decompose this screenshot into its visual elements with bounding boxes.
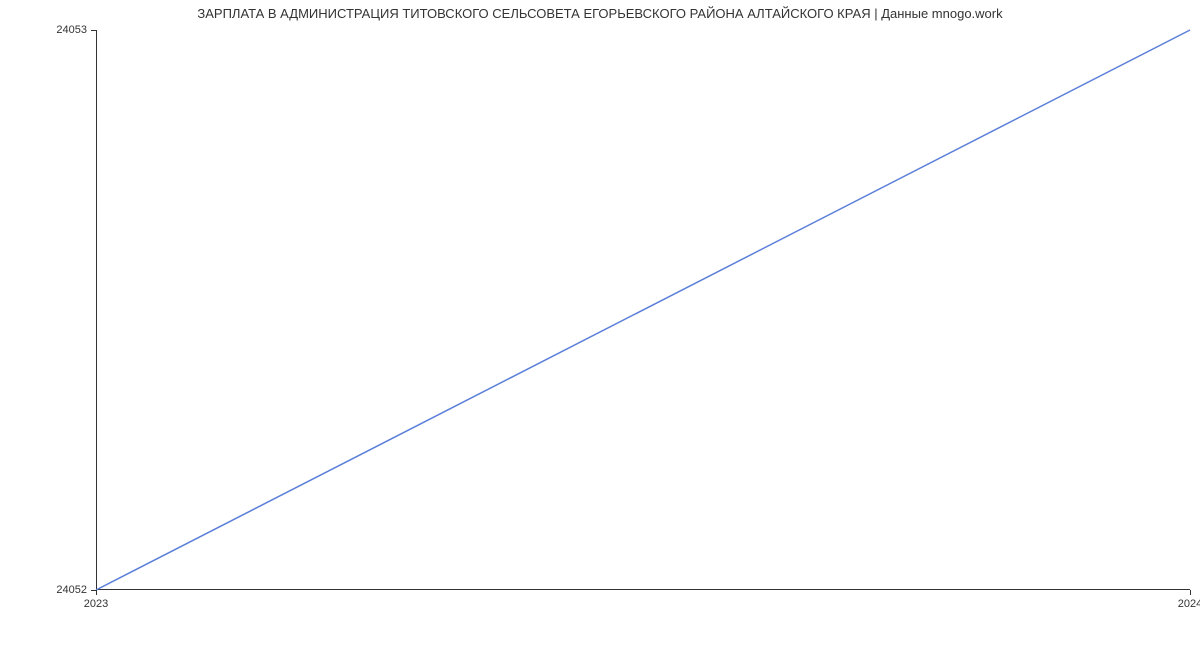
- y-tick-label: 24052: [56, 584, 87, 596]
- y-tick-mark: [91, 30, 96, 31]
- y-tick-label: 24053: [56, 24, 87, 36]
- plot-area: 240522405320232024: [96, 30, 1190, 590]
- x-tick-label: 2023: [84, 598, 108, 610]
- x-tick-mark: [96, 590, 97, 595]
- series-line: [96, 30, 1190, 590]
- chart-container: ЗАРПЛАТА В АДМИНИСТРАЦИЯ ТИТОВСКОГО СЕЛЬ…: [0, 0, 1200, 650]
- x-tick-mark: [1190, 590, 1191, 595]
- chart-title: ЗАРПЛАТА В АДМИНИСТРАЦИЯ ТИТОВСКОГО СЕЛЬ…: [0, 6, 1200, 21]
- line-series-svg: [96, 30, 1190, 590]
- x-tick-label: 2024: [1178, 598, 1200, 610]
